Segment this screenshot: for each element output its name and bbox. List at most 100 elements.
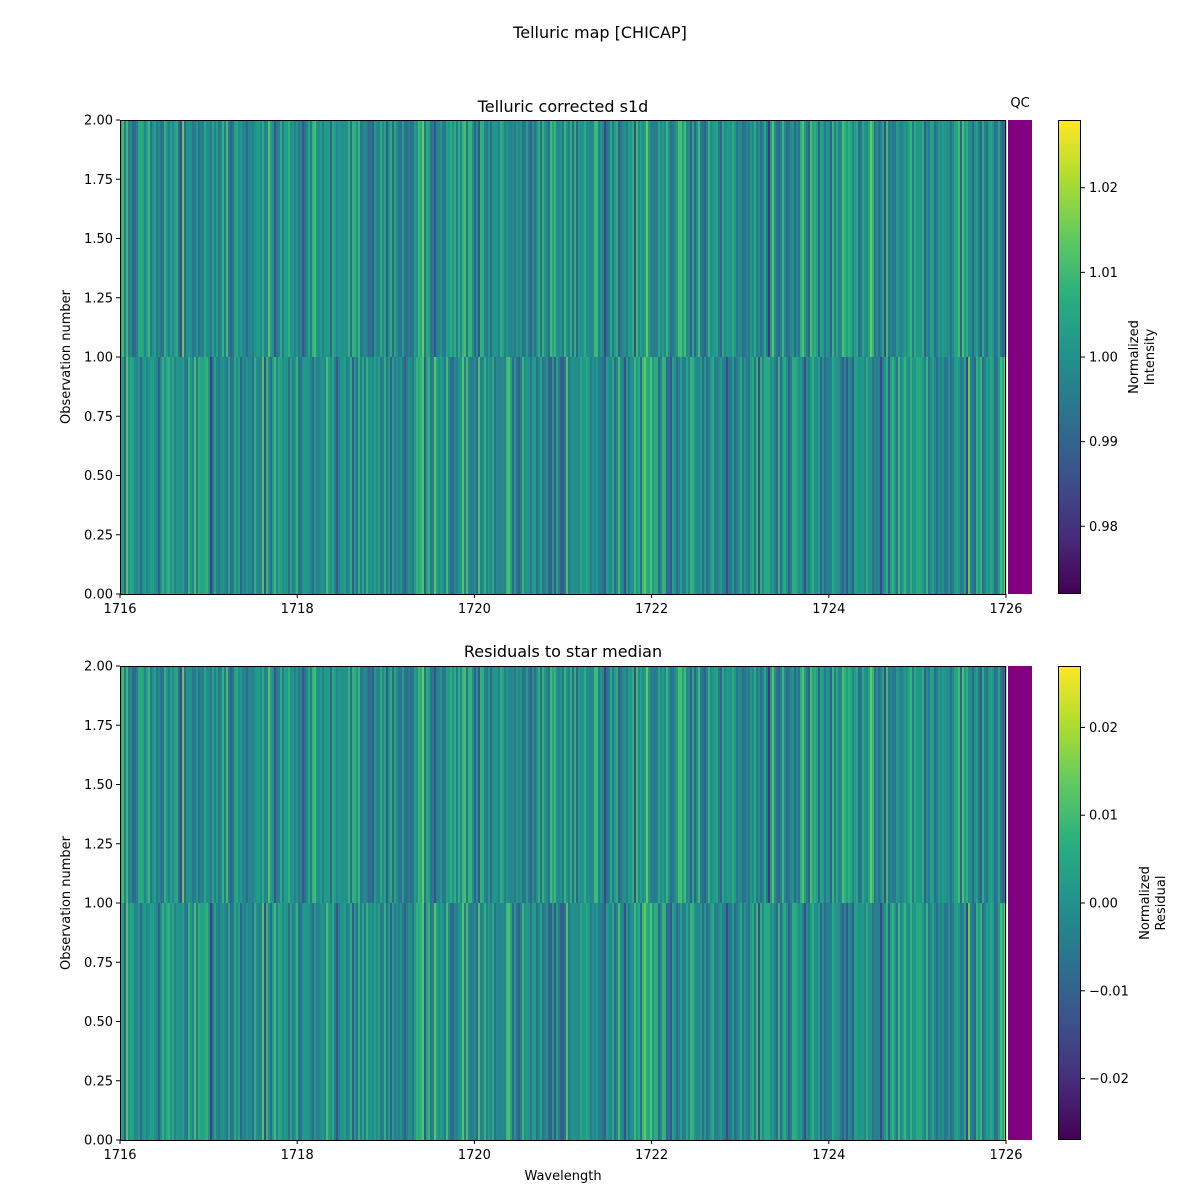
- heatmap-cell: [288, 666, 291, 903]
- heatmap-cell: [714, 666, 717, 903]
- heatmap-cell: [644, 357, 647, 594]
- heatmap-cell: [542, 903, 545, 1140]
- heatmap-cell: [962, 903, 965, 1140]
- heatmap-cell: [814, 903, 817, 1140]
- colorbar-tick-label: 1.02: [1089, 181, 1118, 196]
- heatmap-cell: [918, 903, 921, 1140]
- heatmap-cell: [606, 666, 609, 903]
- heatmap-cell: [590, 120, 593, 357]
- heatmap-cell: [120, 903, 123, 1140]
- heatmap-cell: [880, 666, 883, 903]
- heatmap-cell: [856, 120, 859, 357]
- heatmap-cell: [574, 357, 577, 594]
- heatmap-cell: [470, 903, 473, 1140]
- heatmap-cell: [354, 120, 357, 357]
- heatmap-cell: [506, 357, 509, 594]
- heatmap-cell: [356, 903, 359, 1140]
- heatmap-cell: [550, 903, 553, 1140]
- heatmap-cell: [698, 666, 701, 903]
- heatmap-cell: [806, 120, 809, 357]
- heatmap-cell: [998, 120, 1001, 357]
- heatmap-cell: [978, 903, 981, 1140]
- heatmap-cell: [728, 903, 731, 1140]
- heatmap-cell: [836, 903, 839, 1140]
- heatmap-cell: [964, 120, 967, 357]
- heatmap-cell: [364, 666, 367, 903]
- heatmap-cell: [196, 357, 199, 594]
- heatmap-cell: [640, 903, 643, 1140]
- heatmap-cell: [940, 357, 943, 594]
- heatmap-cell: [448, 120, 451, 357]
- heatmap-cell: [866, 666, 869, 903]
- heatmap-cell: [766, 357, 769, 594]
- heatmap-cell: [652, 120, 655, 357]
- heatmap-cell: [120, 120, 123, 357]
- heatmap-cell: [384, 120, 387, 357]
- heatmap-cell: [440, 903, 443, 1140]
- heatmap-cell: [460, 120, 463, 357]
- heatmap-cell: [864, 357, 867, 594]
- heatmap-cell: [428, 903, 431, 1140]
- heatmap-cell: [320, 666, 323, 903]
- heatmap-cell: [150, 903, 153, 1140]
- heatmap-cell: [598, 120, 601, 357]
- heatmap-cell: [910, 357, 913, 594]
- qc-strip: [1008, 120, 1032, 594]
- heatmap-cell: [592, 903, 595, 1140]
- heatmap-cell: [642, 666, 645, 903]
- heatmap-cell: [602, 666, 605, 903]
- heatmap-cell: [552, 357, 555, 594]
- heatmap-cell: [406, 357, 409, 594]
- heatmap-cell: [760, 357, 763, 594]
- heatmap-cell: [224, 903, 227, 1140]
- heatmap-cell: [476, 120, 479, 357]
- heatmap-cell: [166, 120, 169, 357]
- heatmap-cell: [922, 666, 925, 903]
- heatmap-cell: [798, 120, 801, 357]
- heatmap-cell: [462, 903, 465, 1140]
- heatmap-cell: [732, 666, 735, 903]
- heatmap-cell: [796, 120, 799, 357]
- heatmap-cell: [512, 666, 515, 903]
- heatmap-cell: [588, 666, 591, 903]
- heatmap-cell: [274, 120, 277, 357]
- heatmap-cell: [300, 120, 303, 357]
- heatmap-cell: [784, 357, 787, 594]
- heatmap-cell: [184, 666, 187, 903]
- heatmap-cell: [896, 120, 899, 357]
- heatmap-cell: [718, 120, 721, 357]
- heatmap-cell: [300, 903, 303, 1140]
- heatmap-cell: [208, 120, 211, 357]
- heatmap-cell: [956, 666, 959, 903]
- heatmap-cell: [754, 666, 757, 903]
- heatmap-cell: [202, 903, 205, 1140]
- heatmap-cell: [948, 120, 951, 357]
- heatmap-cell: [924, 666, 927, 903]
- heatmap-cell: [468, 120, 471, 357]
- heatmap-cell: [306, 357, 309, 594]
- heatmap-cell: [666, 120, 669, 357]
- heatmap-cell: [872, 120, 875, 357]
- heatmap-cell: [786, 666, 789, 903]
- heatmap-cell: [856, 903, 859, 1140]
- heatmap-cell: [500, 120, 503, 357]
- heatmap-cell: [434, 357, 437, 594]
- heatmap-cell: [524, 903, 527, 1140]
- heatmap-cell: [796, 903, 799, 1140]
- heatmap-cell: [730, 903, 733, 1140]
- heatmap-cell: [284, 666, 287, 903]
- y-tick-label: 1.75: [84, 173, 113, 188]
- heatmap-cell: [694, 903, 697, 1140]
- heatmap-cell: [180, 666, 183, 903]
- heatmap-cell: [382, 903, 385, 1140]
- heatmap-cell: [176, 903, 179, 1140]
- heatmap-cell: [296, 120, 299, 357]
- heatmap-cell: [352, 120, 355, 357]
- heatmap-cell: [942, 357, 945, 594]
- heatmap-cell: [882, 666, 885, 903]
- heatmap-cell: [670, 903, 673, 1140]
- heatmap-cell: [902, 666, 905, 903]
- heatmap-cell: [804, 903, 807, 1140]
- heatmap-cell: [354, 666, 357, 903]
- heatmap-cell: [508, 903, 511, 1140]
